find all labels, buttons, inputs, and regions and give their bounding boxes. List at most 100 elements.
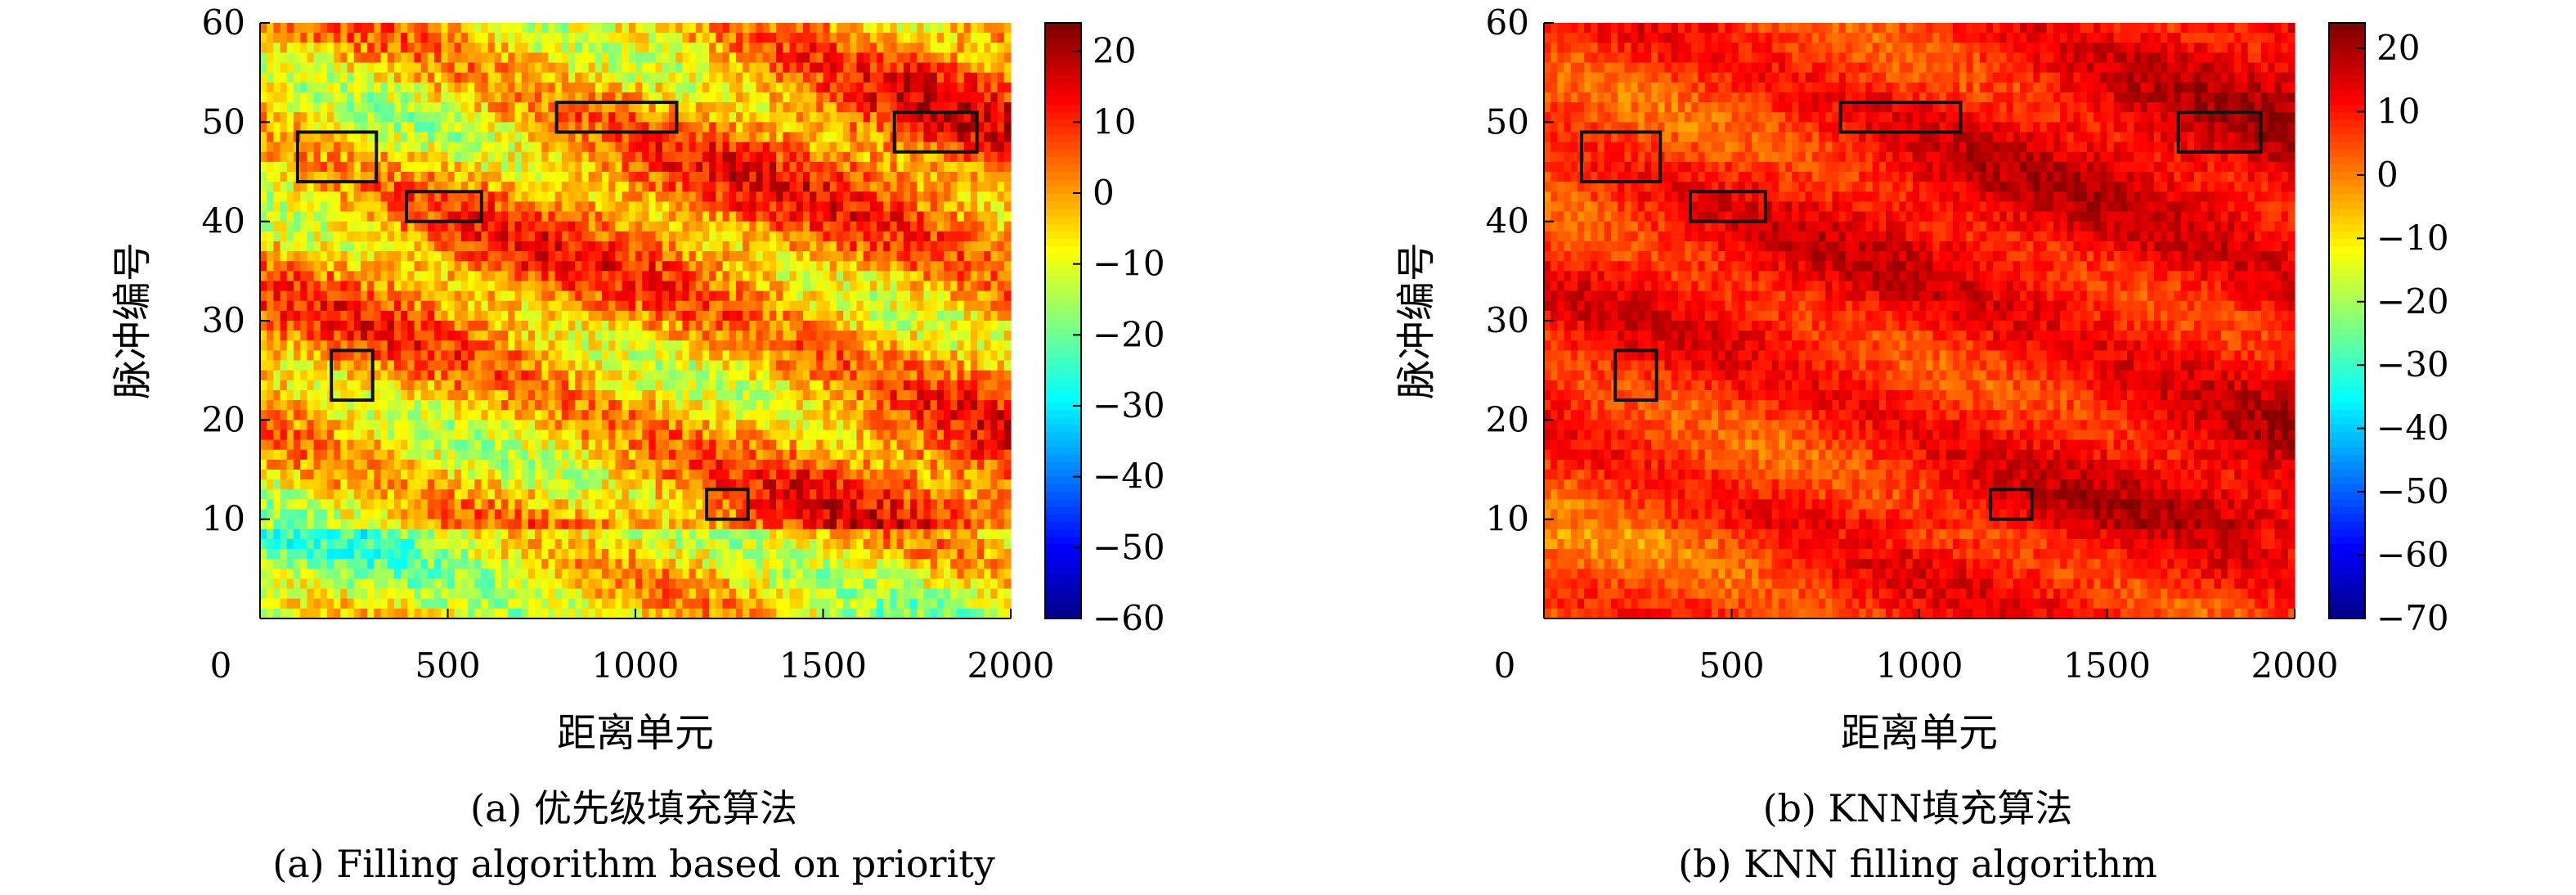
heatmap-cell [561,340,569,351]
heatmap-cell [735,449,743,461]
heatmap-cell [401,340,408,351]
heatmap-cell [535,370,542,381]
heatmap-cell [695,281,703,292]
heatmap-cell [326,191,334,202]
heatmap-cell [595,370,603,381]
heatmap-cell [367,142,375,153]
heatmap-cell [856,172,864,182]
heatmap-cell [474,360,482,371]
heatmap-cell [984,231,992,242]
heatmap-cell [944,321,951,331]
heatmap-cell [541,389,550,401]
heatmap-cell [300,331,307,341]
heatmap-cell [353,389,361,401]
heatmap-cell [474,231,482,242]
heatmap-cell [936,112,945,123]
heatmap-cell [856,251,864,262]
heatmap-cell [910,310,918,322]
heatmap-cell [936,221,945,232]
heatmap-cell [561,23,569,34]
heatmap-cell [521,290,529,302]
heatmap-cell [682,182,690,192]
heatmap-cell [307,82,315,93]
heatmap-cell [997,370,1005,381]
heatmap-cell [434,380,442,391]
heatmap-cell [829,52,837,64]
heatmap-cell [280,370,288,381]
heatmap-cell [427,310,435,322]
heatmap-cell [863,389,871,401]
heatmap-cell [977,142,985,153]
heatmap-cell [387,191,395,202]
heatmap-cell [481,400,489,411]
heatmap-cell [568,112,576,123]
heatmap-cell [743,191,750,202]
heatmap-cell [783,102,791,113]
heatmap-cell [286,161,294,173]
heatmap-cell [286,430,294,441]
heatmap-cell [353,33,361,43]
heatmap-cell [468,142,475,153]
heatmap-cell [307,231,315,242]
heatmap-cell [883,360,891,371]
heatmap-cell [695,370,703,381]
heatmap-cell [716,281,724,292]
heatmap-cell [957,400,965,411]
heatmap-cell [628,211,636,223]
heatmap-cell [655,182,663,192]
heatmap-cell [581,172,590,182]
heatmap-cell [602,251,609,262]
heatmap-cell [407,231,415,242]
heatmap-cell [984,52,992,64]
heatmap-cell [581,221,590,232]
heatmap-cell [273,182,281,192]
heatmap-cell [910,191,918,202]
heatmap-cell [635,430,643,441]
heatmap-cell [267,72,274,83]
heatmap-cell [414,132,422,143]
heatmap-cell [487,410,496,421]
heatmap-cell [655,161,663,173]
heatmap-cell [628,420,636,431]
heatmap-cell [414,281,422,292]
heatmap-cell [850,52,858,64]
heatmap-cell [454,321,462,331]
heatmap-cell [454,191,462,202]
heatmap-cell [762,241,770,252]
heatmap-cell [749,300,757,312]
heatmap-cell [508,43,516,53]
heatmap-cell [810,23,817,34]
heatmap-cell [514,142,523,153]
heatmap-cell [903,410,911,421]
heatmap-cell [628,82,636,93]
heatmap-cell [729,271,737,282]
heatmap-cell [313,331,321,341]
heatmap-cell [850,82,858,93]
heatmap-cell [326,331,334,341]
heatmap-cell [307,151,315,163]
heatmap-cell [380,380,388,391]
heatmap-cell [407,360,415,371]
heatmap-cell [729,389,737,401]
heatmap-cell [481,281,489,292]
heatmap-cell [963,52,972,64]
heatmap-cell [789,290,797,302]
heatmap-cell [675,430,683,441]
heatmap-cell [340,439,348,451]
heatmap-cell [380,241,388,252]
heatmap-cell [869,132,877,143]
heatmap-cell [990,52,999,64]
heatmap-cell [427,161,435,173]
heatmap-cell [434,112,442,123]
heatmap-cell [575,62,583,74]
heatmap-cell [514,360,523,371]
heatmap-cell [595,82,603,93]
heatmap-cell [662,231,670,242]
heatmap-cell [816,439,824,451]
heatmap-cell [267,211,274,223]
heatmap-cell [347,43,355,53]
heatmap-cell [260,201,267,213]
heatmap-cell [360,191,368,202]
heatmap-cell [642,430,649,441]
heatmap-cell [260,321,267,331]
